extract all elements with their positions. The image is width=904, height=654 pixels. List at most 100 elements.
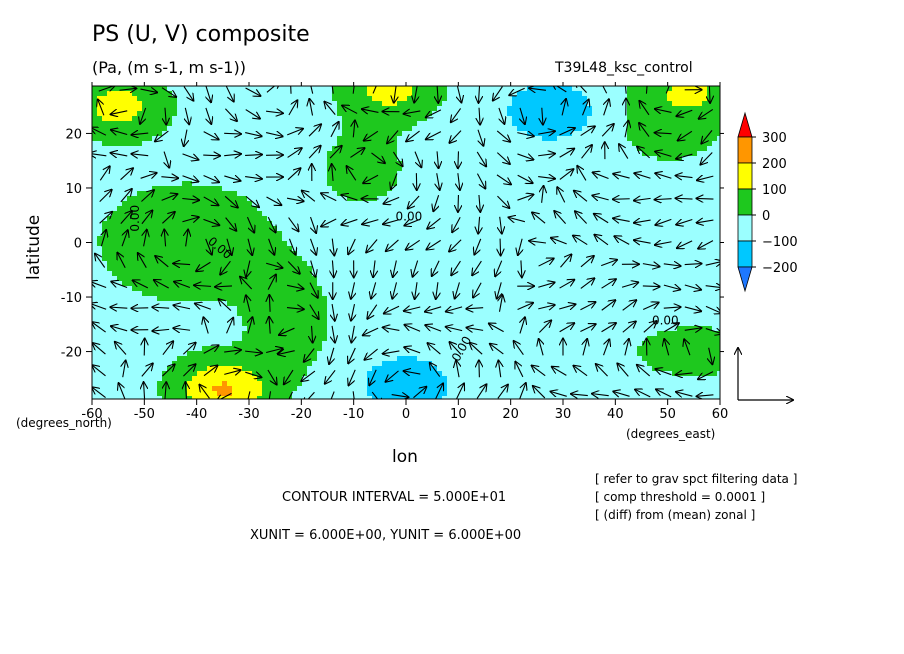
contour-cell (352, 126, 358, 132)
contour-cell (522, 236, 528, 242)
contour-cell (492, 181, 498, 187)
contour-cell (507, 266, 513, 272)
contour-cell (442, 276, 448, 282)
contour-cell (512, 86, 518, 92)
contour-cell (157, 101, 163, 107)
contour-cell (412, 171, 418, 177)
contour-cell (162, 246, 168, 252)
contour-cell (187, 181, 193, 187)
contour-cell (267, 206, 273, 212)
contour-cell (247, 236, 253, 242)
contour-cell (597, 276, 603, 282)
contour-cell (132, 96, 138, 102)
contour-cell (517, 216, 523, 222)
contour-cell (172, 246, 178, 252)
contour-cell (442, 106, 448, 112)
contour-cell (552, 251, 558, 257)
contour-cell (412, 146, 418, 152)
contour-cell (387, 86, 393, 92)
contour-cell (367, 201, 373, 207)
contour-cell (392, 236, 398, 242)
contour-cell (622, 216, 628, 222)
contour-cell (342, 171, 348, 177)
contour-cell (402, 171, 408, 177)
contour-cell (117, 211, 123, 217)
contour-cell (462, 231, 468, 237)
contour-cell (637, 276, 643, 282)
contour-cell (117, 216, 123, 222)
contour-cell (327, 96, 333, 102)
contour-cell (217, 176, 223, 182)
contour-cell (637, 226, 643, 232)
contour-cell (562, 176, 568, 182)
contour-cell (92, 131, 98, 137)
contour-cell (167, 236, 173, 242)
contour-cell (132, 216, 138, 222)
contour-cell (102, 156, 108, 162)
contour-cell (687, 216, 693, 222)
contour-cell (412, 176, 418, 182)
contour-cell (267, 96, 273, 102)
contour-cell (482, 101, 488, 107)
contour-cell (232, 186, 238, 192)
contour-cell (517, 146, 523, 152)
contour-cell (332, 101, 338, 107)
contour-cell (567, 111, 573, 117)
contour-cell (667, 86, 673, 92)
contour-cell (137, 216, 143, 222)
contour-cell (177, 121, 183, 127)
contour-cell (677, 126, 683, 132)
contour-cell (247, 116, 253, 122)
contour-cell (302, 276, 308, 282)
contour-cell (627, 156, 633, 162)
contour-cell (162, 206, 168, 212)
contour-cell (122, 211, 128, 217)
contour-cell (572, 101, 578, 107)
contour-cell (672, 276, 678, 282)
contour-cell (172, 141, 178, 147)
contour-cell (197, 261, 203, 267)
contour-cell (442, 161, 448, 167)
contour-cell (452, 281, 458, 287)
contour-cell (657, 181, 663, 187)
contour-cell (482, 166, 488, 172)
contour-cell (402, 176, 408, 182)
contour-cell (447, 176, 453, 182)
contour-cell (227, 271, 233, 277)
contour-cell (557, 251, 563, 257)
contour-cell (282, 111, 288, 117)
contour-cell (177, 96, 183, 102)
contour-cell (217, 266, 223, 272)
contour-cell (357, 256, 363, 262)
contour-cell (532, 261, 538, 267)
contour-cell (707, 201, 713, 207)
contour-cell (532, 246, 538, 252)
contour-cell (547, 156, 553, 162)
contour-cell (507, 271, 513, 277)
contour-cell (297, 101, 303, 107)
contour-cell (642, 171, 648, 177)
contour-cell (322, 111, 328, 117)
contour-cell (432, 276, 438, 282)
contour-cell (452, 156, 458, 162)
contour-cell (177, 211, 183, 217)
contour-cell (662, 211, 668, 217)
contour-cell (322, 186, 328, 192)
contour-cell (372, 276, 378, 282)
contour-cell (432, 166, 438, 172)
contour-cell (692, 151, 698, 157)
contour-cell (497, 156, 503, 162)
contour-cell (257, 161, 263, 167)
contour-cell (272, 146, 278, 152)
contour-cell (237, 171, 243, 177)
contour-cell (252, 121, 258, 127)
contour-cell (532, 126, 538, 132)
contour-cell (307, 281, 313, 287)
contour-cell (677, 231, 683, 237)
contour-cell (117, 151, 123, 157)
contour-cell (382, 96, 388, 102)
contour-cell (447, 86, 453, 92)
contour-cell (307, 271, 313, 277)
contour-cell (242, 131, 248, 137)
